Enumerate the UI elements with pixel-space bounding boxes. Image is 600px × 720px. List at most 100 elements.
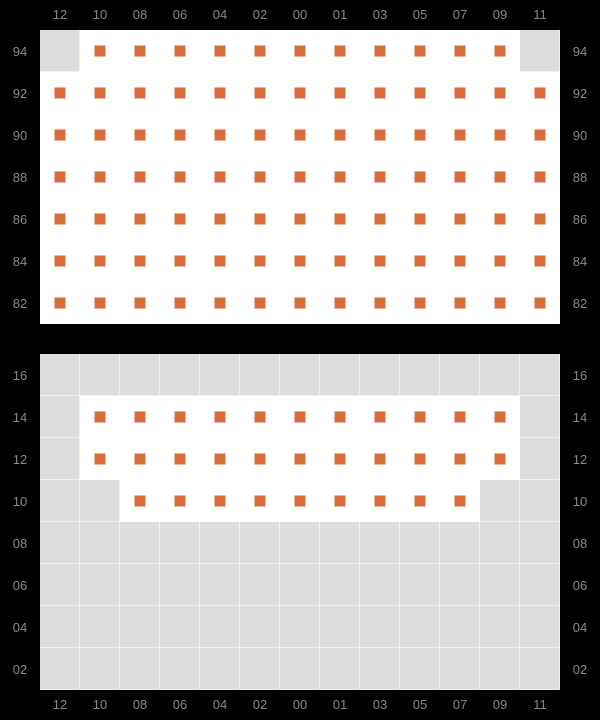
seat-cell[interactable]: [120, 114, 160, 156]
seat-cell[interactable]: [360, 156, 400, 198]
seat-cell[interactable]: [440, 72, 480, 114]
seat-cell[interactable]: [160, 396, 200, 438]
seat-cell[interactable]: [80, 198, 120, 240]
seat-cell[interactable]: [120, 282, 160, 324]
seat-cell[interactable]: [480, 240, 520, 282]
seat-cell[interactable]: [320, 282, 360, 324]
seat-cell[interactable]: [240, 30, 280, 72]
seat-cell[interactable]: [320, 72, 360, 114]
seat-cell[interactable]: [400, 438, 440, 480]
seat-cell[interactable]: [440, 30, 480, 72]
seat-cell[interactable]: [120, 30, 160, 72]
seat-cell[interactable]: [360, 282, 400, 324]
seat-cell[interactable]: [240, 156, 280, 198]
seat-cell[interactable]: [280, 114, 320, 156]
seat-cell[interactable]: [80, 396, 120, 438]
seat-cell[interactable]: [480, 114, 520, 156]
seat-cell[interactable]: [440, 282, 480, 324]
seat-cell[interactable]: [440, 396, 480, 438]
seat-cell[interactable]: [120, 480, 160, 522]
seat-cell[interactable]: [240, 438, 280, 480]
seat-cell[interactable]: [360, 396, 400, 438]
seat-cell[interactable]: [160, 114, 200, 156]
seat-cell[interactable]: [320, 240, 360, 282]
seat-cell[interactable]: [160, 198, 200, 240]
seat-cell[interactable]: [440, 114, 480, 156]
seat-cell[interactable]: [280, 72, 320, 114]
seat-cell[interactable]: [400, 72, 440, 114]
seat-cell[interactable]: [440, 438, 480, 480]
seat-cell[interactable]: [320, 438, 360, 480]
seat-cell[interactable]: [160, 480, 200, 522]
seat-cell[interactable]: [520, 240, 560, 282]
seat-cell[interactable]: [80, 282, 120, 324]
seat-cell[interactable]: [40, 282, 80, 324]
seat-cell[interactable]: [40, 198, 80, 240]
seat-cell[interactable]: [240, 396, 280, 438]
seat-cell[interactable]: [280, 30, 320, 72]
seat-cell[interactable]: [280, 282, 320, 324]
seat-cell[interactable]: [440, 240, 480, 282]
seat-cell[interactable]: [320, 198, 360, 240]
seat-cell[interactable]: [440, 198, 480, 240]
seat-cell[interactable]: [520, 156, 560, 198]
seat-cell[interactable]: [400, 198, 440, 240]
seat-cell[interactable]: [480, 396, 520, 438]
seat-cell[interactable]: [320, 480, 360, 522]
seat-cell[interactable]: [400, 480, 440, 522]
seat-cell[interactable]: [200, 114, 240, 156]
seat-cell[interactable]: [120, 72, 160, 114]
seat-cell[interactable]: [40, 156, 80, 198]
seat-cell[interactable]: [120, 240, 160, 282]
seat-cell[interactable]: [200, 396, 240, 438]
seat-cell[interactable]: [400, 240, 440, 282]
seat-cell[interactable]: [440, 480, 480, 522]
seat-cell[interactable]: [120, 198, 160, 240]
seat-cell[interactable]: [200, 438, 240, 480]
seat-cell[interactable]: [400, 156, 440, 198]
seat-cell[interactable]: [40, 72, 80, 114]
seat-cell[interactable]: [80, 72, 120, 114]
seat-cell[interactable]: [80, 438, 120, 480]
seat-cell[interactable]: [400, 396, 440, 438]
seat-cell[interactable]: [200, 198, 240, 240]
seat-cell[interactable]: [120, 396, 160, 438]
seat-cell[interactable]: [200, 72, 240, 114]
seat-cell[interactable]: [80, 240, 120, 282]
seat-cell[interactable]: [200, 282, 240, 324]
seat-cell[interactable]: [280, 240, 320, 282]
seat-cell[interactable]: [120, 156, 160, 198]
seat-cell[interactable]: [280, 396, 320, 438]
seat-cell[interactable]: [520, 114, 560, 156]
seat-cell[interactable]: [480, 156, 520, 198]
seat-cell[interactable]: [160, 72, 200, 114]
seat-cell[interactable]: [440, 156, 480, 198]
seat-cell[interactable]: [400, 30, 440, 72]
seat-cell[interactable]: [200, 240, 240, 282]
seat-cell[interactable]: [400, 114, 440, 156]
seat-cell[interactable]: [160, 30, 200, 72]
seat-cell[interactable]: [80, 156, 120, 198]
seat-cell[interactable]: [240, 72, 280, 114]
seat-cell[interactable]: [320, 114, 360, 156]
seat-cell[interactable]: [240, 114, 280, 156]
seat-cell[interactable]: [280, 480, 320, 522]
seat-cell[interactable]: [480, 438, 520, 480]
seat-cell[interactable]: [160, 156, 200, 198]
seat-cell[interactable]: [160, 438, 200, 480]
seat-cell[interactable]: [360, 30, 400, 72]
seat-cell[interactable]: [200, 30, 240, 72]
seat-cell[interactable]: [320, 396, 360, 438]
seat-cell[interactable]: [40, 240, 80, 282]
seat-cell[interactable]: [520, 282, 560, 324]
seat-cell[interactable]: [160, 240, 200, 282]
seat-cell[interactable]: [280, 198, 320, 240]
seat-cell[interactable]: [360, 72, 400, 114]
seat-cell[interactable]: [360, 480, 400, 522]
seat-cell[interactable]: [40, 114, 80, 156]
seat-cell[interactable]: [200, 156, 240, 198]
seat-cell[interactable]: [520, 198, 560, 240]
seat-cell[interactable]: [80, 30, 120, 72]
seat-cell[interactable]: [480, 30, 520, 72]
seat-cell[interactable]: [520, 72, 560, 114]
